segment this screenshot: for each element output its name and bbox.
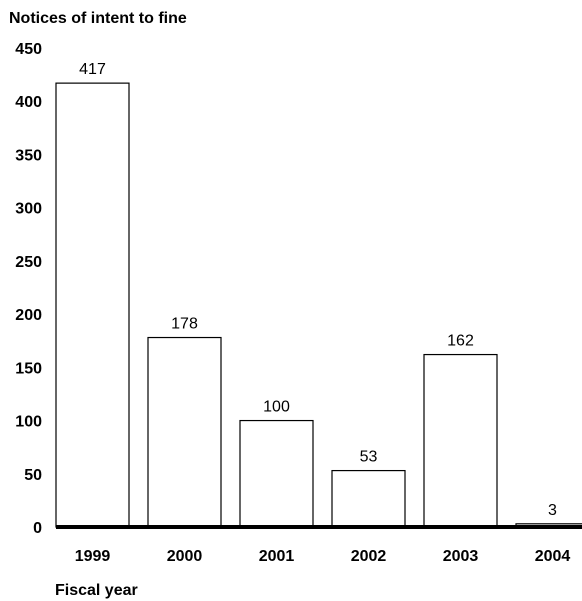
y-tick-label: 50 [24, 467, 42, 484]
x-tick-label: 2004 [535, 548, 571, 565]
y-tick-label: 400 [15, 94, 42, 111]
data-label: 162 [447, 333, 474, 350]
y-tick-label: 150 [15, 360, 42, 377]
x-tick-label: 2002 [351, 548, 387, 565]
y-tick-label: 450 [15, 41, 42, 58]
bar [239, 419, 314, 528]
y-axis-ticks: 0 50 100 150 200 250 300 350 400 450 [15, 41, 42, 537]
y-axis-label: Notices of intent to fine [9, 10, 187, 27]
y-tick-label: 350 [15, 147, 42, 164]
y-tick-label: 250 [15, 254, 42, 271]
data-label: 100 [263, 399, 290, 416]
bars [55, 82, 582, 528]
x-tick-label: 1999 [75, 548, 111, 565]
y-tick-label: 200 [15, 307, 42, 324]
y-tick-label: 0 [33, 520, 42, 537]
data-label: 53 [360, 449, 378, 466]
data-labels: 417 178 100 53 162 3 [79, 61, 557, 519]
bar [331, 469, 406, 528]
data-label: 178 [171, 316, 198, 333]
y-tick-label: 300 [15, 201, 42, 218]
y-tick-label: 100 [15, 414, 42, 431]
data-label: 417 [79, 61, 106, 78]
bar [423, 353, 498, 528]
x-axis-label: Fiscal year [55, 582, 138, 599]
x-tick-label: 2003 [443, 548, 479, 565]
x-tick-label: 2000 [167, 548, 203, 565]
data-label: 3 [548, 502, 557, 519]
x-tick-label: 2001 [259, 548, 295, 565]
x-axis-ticks: 1999 2000 2001 2002 2003 2004 [75, 548, 571, 565]
bar [147, 336, 222, 528]
bar [55, 82, 130, 528]
